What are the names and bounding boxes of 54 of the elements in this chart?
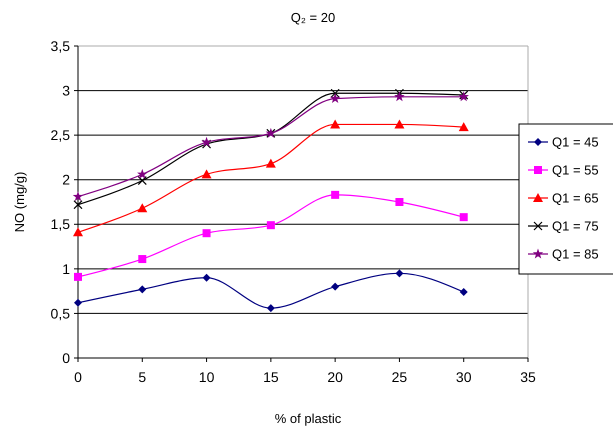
x-tick-label: 25 — [392, 369, 408, 385]
y-tick-label: 0 — [62, 350, 70, 366]
x-tick-label: 30 — [456, 369, 472, 385]
x-tick-label: 5 — [138, 369, 146, 385]
point — [137, 203, 148, 212]
y-tick-label: 2 — [62, 172, 70, 188]
y-tick-label: 3 — [62, 82, 70, 98]
point — [331, 282, 340, 291]
point — [138, 285, 146, 294]
point — [330, 119, 340, 128]
point — [331, 190, 340, 199]
x-tick-label: 0 — [74, 369, 82, 385]
point — [138, 255, 146, 264]
point — [201, 136, 212, 147]
y-tick-label: 1,5 — [50, 216, 70, 232]
point — [460, 288, 468, 296]
legend-label: Q1 = 45 — [552, 134, 599, 150]
point — [138, 176, 147, 186]
x-tick-label: 10 — [198, 369, 215, 385]
y-tick-label: 0,5 — [50, 305, 70, 322]
point — [266, 158, 276, 168]
y-tick-label: 1 — [62, 260, 70, 277]
point — [460, 213, 468, 222]
point — [202, 229, 211, 238]
legend-label: Q1 = 65 — [552, 190, 599, 206]
x-tick-label: 20 — [327, 369, 344, 385]
point — [330, 93, 340, 104]
point — [330, 88, 340, 98]
legend-label: Q1 = 85 — [552, 246, 599, 262]
point — [266, 221, 275, 230]
point — [74, 272, 82, 281]
point — [395, 198, 404, 206]
point — [458, 122, 469, 132]
x-tick-label: 15 — [263, 369, 279, 385]
point — [202, 139, 212, 149]
point — [73, 227, 83, 236]
y-axis-title: NO (mg/g) — [12, 172, 27, 232]
point — [266, 304, 275, 312]
legend-label: Q1 = 75 — [552, 218, 599, 234]
point — [394, 91, 405, 102]
y-tick-label: 3,5 — [50, 38, 70, 54]
point — [73, 200, 83, 210]
point — [394, 119, 404, 128]
point — [137, 168, 148, 179]
chart-title: Q₂ = 20 — [290, 10, 336, 25]
legend-label: Q1 = 55 — [552, 162, 599, 178]
point — [74, 298, 82, 307]
x-tick-label: 35 — [520, 369, 536, 385]
point — [202, 274, 211, 282]
x-axis-title: % of plastic — [274, 411, 342, 426]
point — [72, 191, 84, 202]
point — [202, 169, 212, 178]
point — [395, 269, 404, 278]
y-tick-label: 2,5 — [50, 127, 70, 144]
